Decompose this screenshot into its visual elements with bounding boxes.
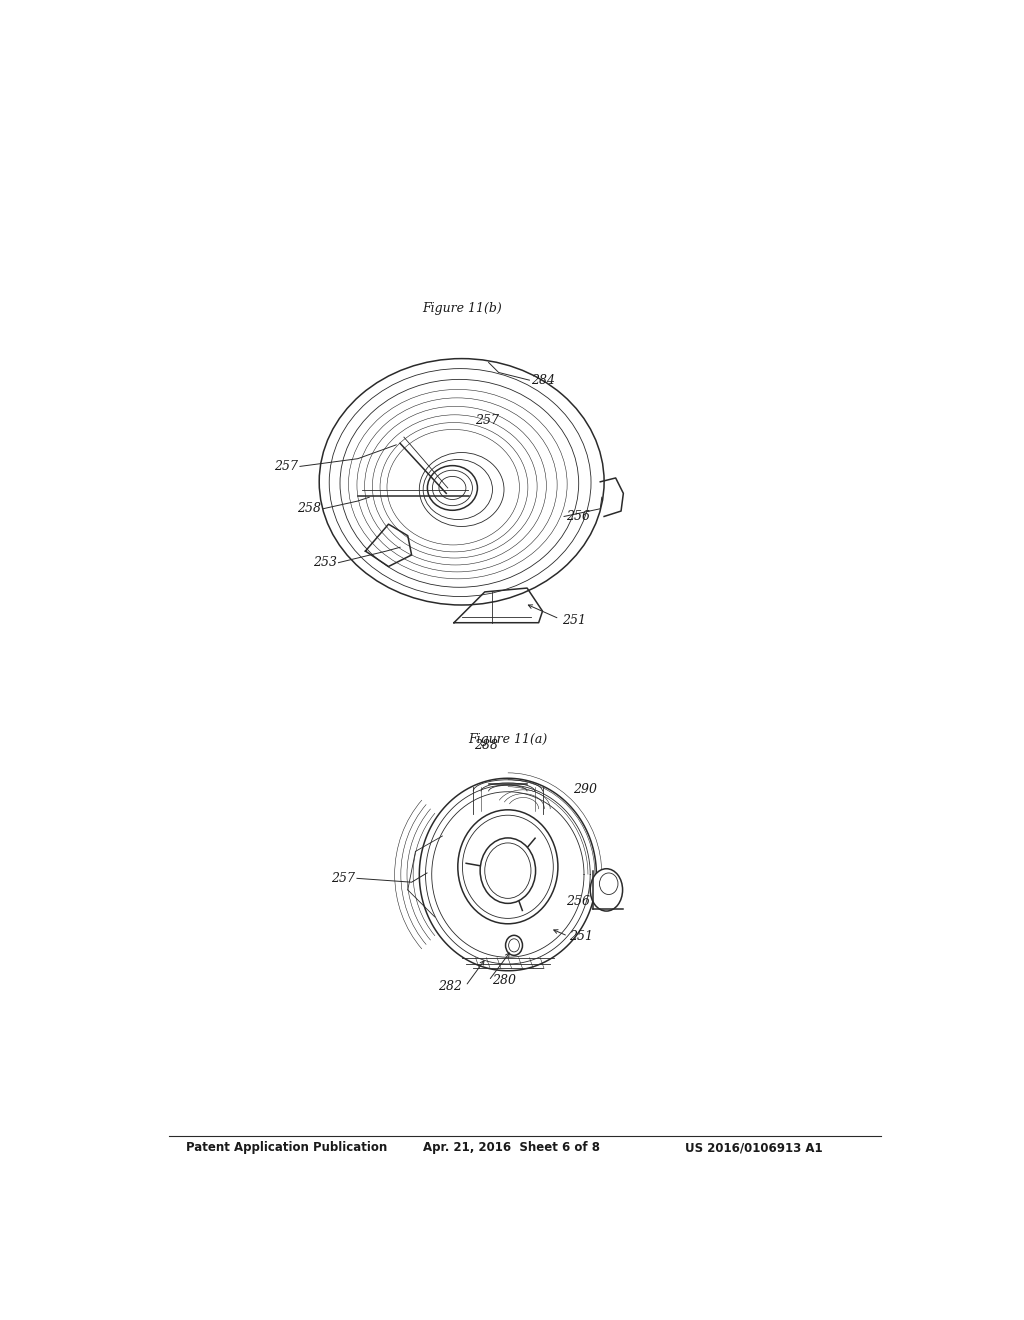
Text: 290: 290 [573, 783, 597, 796]
Text: 257: 257 [475, 413, 500, 426]
Ellipse shape [427, 466, 477, 511]
Text: Figure 11(b): Figure 11(b) [422, 302, 502, 315]
Text: US 2016/0106913 A1: US 2016/0106913 A1 [685, 1142, 822, 1155]
Text: Figure 11(a): Figure 11(a) [468, 733, 548, 746]
Text: 251: 251 [562, 614, 586, 627]
Text: 251: 251 [569, 929, 594, 942]
Text: 284: 284 [531, 374, 555, 387]
Text: Patent Application Publication: Patent Application Publication [186, 1142, 387, 1155]
Ellipse shape [458, 809, 558, 924]
Text: Apr. 21, 2016  Sheet 6 of 8: Apr. 21, 2016 Sheet 6 of 8 [423, 1142, 600, 1155]
Text: 257: 257 [332, 871, 355, 884]
Text: 282: 282 [437, 979, 462, 993]
Text: 288: 288 [474, 739, 499, 751]
Ellipse shape [480, 838, 536, 903]
Ellipse shape [484, 843, 531, 899]
Ellipse shape [506, 936, 522, 956]
Ellipse shape [590, 869, 623, 911]
Text: 280: 280 [493, 974, 516, 987]
Ellipse shape [463, 816, 553, 919]
Ellipse shape [599, 873, 617, 895]
Text: 253: 253 [313, 556, 337, 569]
Text: 256: 256 [565, 510, 590, 523]
Text: 258: 258 [298, 502, 322, 515]
Text: 257: 257 [274, 459, 298, 473]
Ellipse shape [509, 939, 519, 952]
Text: 256: 256 [565, 895, 590, 908]
Ellipse shape [432, 470, 472, 506]
